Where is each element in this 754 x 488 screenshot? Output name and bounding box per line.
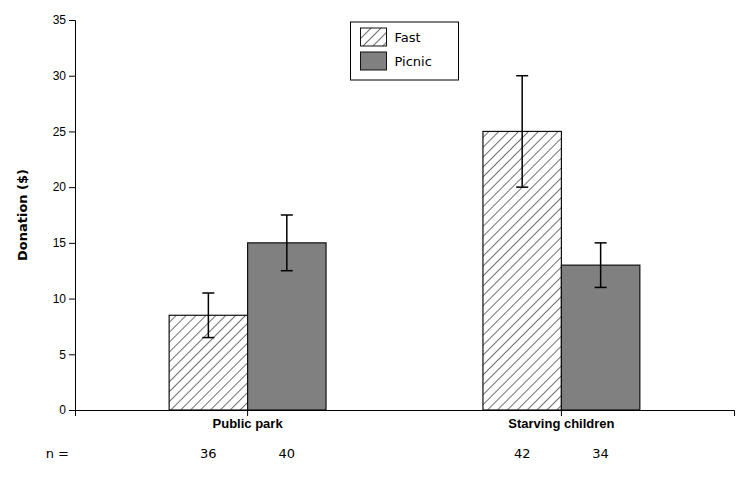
error-bar-stem [600,243,602,288]
y-tick-label: 20 [53,180,67,194]
y-tick-mark [69,243,75,244]
y-axis-title: Donation ($) [15,169,30,261]
y-tick: 20 [53,180,75,194]
error-bar-cap [202,292,214,294]
bar [561,265,639,410]
y-tick: 35 [53,13,75,27]
legend-item: Fast [361,28,421,46]
y-tick: 15 [53,236,75,250]
n-value: 40 [279,446,296,461]
x-tick-label: Public park [213,416,284,431]
error-bar-cap [202,337,214,339]
error-bar [595,243,607,288]
legend-label: Picnic [395,54,432,69]
x-axis-line [76,411,735,417]
y-tick: 0 [59,403,75,417]
y-tick-mark [69,20,75,21]
error-bar-cap [516,186,528,188]
n-label: n = [46,446,69,461]
plot: 0 5 10 15 20 25 30 35 Public park Starving childr… [15,13,735,461]
n-value: 34 [592,446,609,461]
y-tick-mark [69,187,75,188]
error-bar-stem [521,76,523,187]
y-tick-mark [69,76,75,77]
y-tick-label: 30 [53,69,67,83]
x-axis: Public park Starving children [76,410,735,431]
error-bar [516,76,528,187]
y-tick-label: 0 [59,403,66,417]
y-tick-mark [69,410,75,411]
y-tick-label: 25 [53,125,67,139]
y-tick-label: 5 [59,348,66,362]
n-value: 42 [514,446,531,461]
legend-label: Fast [395,30,421,45]
error-bar [281,215,293,271]
legend-frame [351,22,459,80]
y-tick-label: 15 [53,236,67,250]
error-bar-stem [286,215,288,271]
error-bar-cap [595,287,607,289]
x-tick-mark [247,410,248,416]
error-bar-cap [281,214,293,216]
n-value: 36 [200,446,217,461]
x-tick: Public park [213,410,284,431]
y-tick: 25 [53,125,75,139]
y-tick-mark [69,299,75,300]
y-tick-label: 10 [53,292,67,306]
y-tick-mark [69,354,75,355]
y-axis: 0 5 10 15 20 25 30 35 [53,13,76,417]
y-tick: 30 [53,69,75,83]
y-tick: 5 [59,348,75,362]
error-bar-cap [281,270,293,272]
y-axis-line [69,21,76,411]
error-bar-cap [516,75,528,77]
legend: Fast Picnic [351,22,459,80]
error-bar [202,293,214,338]
error-bar-cap [595,242,607,244]
y-tick: 10 [53,292,75,306]
chart: 0 5 10 15 20 25 30 35 Public park Starving childr… [0,0,754,488]
x-tick-mark [561,410,562,416]
legend-swatch [361,28,387,46]
y-tick-mark [69,131,75,132]
marks [169,76,640,410]
legend-item: Picnic [361,52,432,70]
x-tick: Starving children [508,410,614,431]
y-tick-label: 35 [53,13,67,27]
x-tick-label: Starving children [508,416,614,431]
error-bar-stem [208,293,210,338]
legend-swatch [361,52,387,70]
